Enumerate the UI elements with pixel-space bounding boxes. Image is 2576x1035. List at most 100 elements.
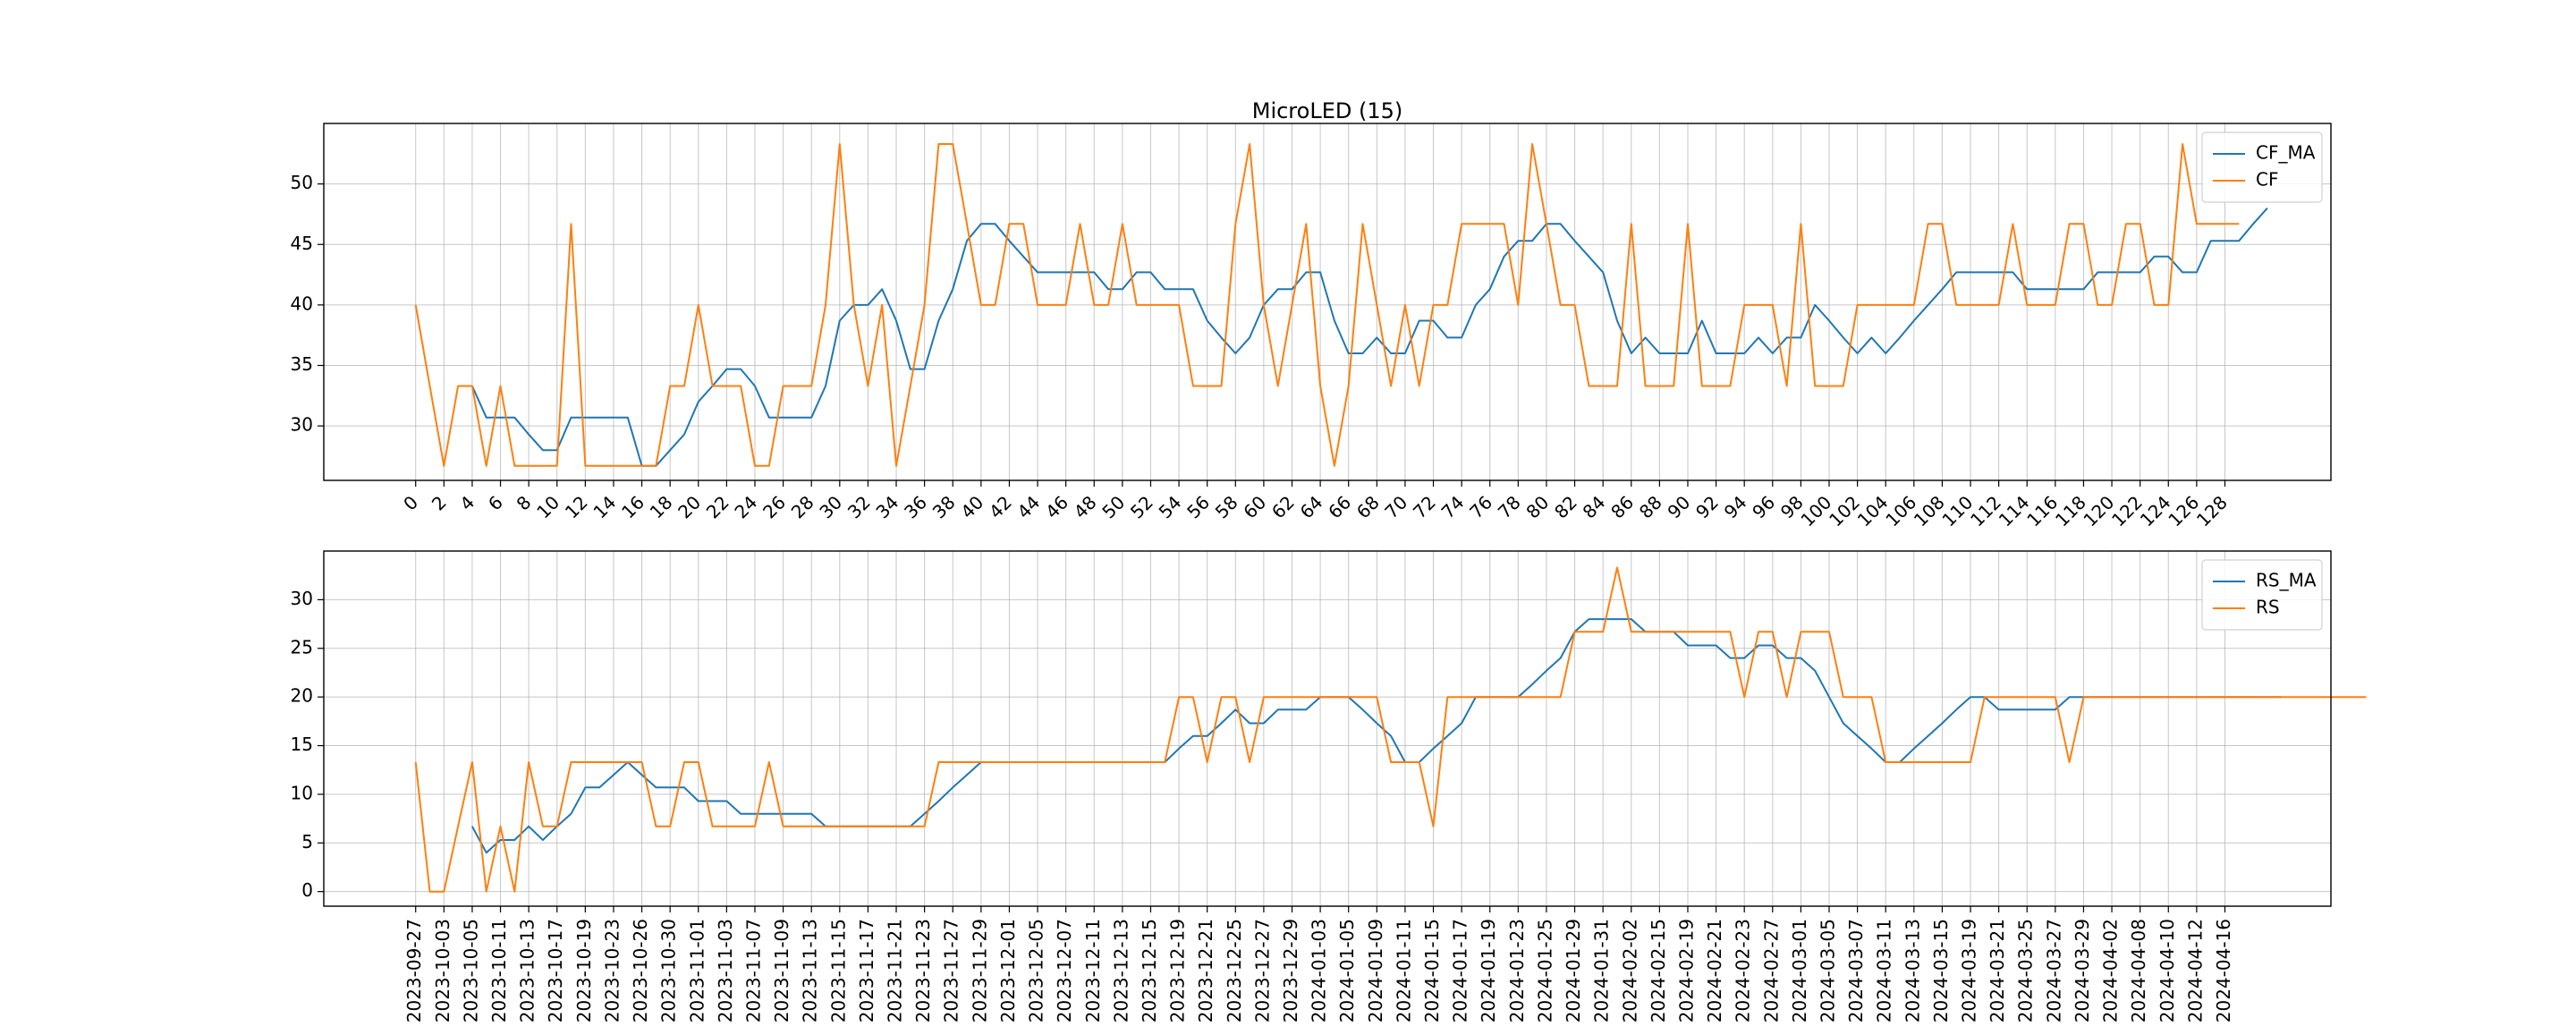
rs-x-tick-label: 2024-04-10 xyxy=(2157,919,2178,1022)
rs-x-tick-label: 2024-01-15 xyxy=(1421,919,1443,1022)
rs-x-tick-label: 2023-11-17 xyxy=(856,919,877,1022)
rs-x-tick-label: 2023-10-05 xyxy=(460,919,481,1022)
rs-x-tick-label: 2023-11-21 xyxy=(885,919,906,1022)
rs-y-tick-label: 20 xyxy=(291,685,313,707)
rs-x-tick-label: 2024-01-03 xyxy=(1309,919,1330,1022)
series-line-rs-ma xyxy=(471,618,2282,854)
plot-cf: 0 2 4 6 810121416182022242628303234363840424… xyxy=(291,123,2332,530)
cf-y-tick-label: 35 xyxy=(291,353,313,375)
cf-x-tick-label: 64 xyxy=(1296,491,1327,522)
cf-x-tick-label: 80 xyxy=(1521,491,1553,522)
rs-x-tick-label: 2023-12-15 xyxy=(1139,919,1160,1022)
cf-y-tick-label: 50 xyxy=(291,172,313,193)
cf-x-tick-label: 28 xyxy=(787,491,818,522)
rs-x-tick-label: 2023-12-27 xyxy=(1251,919,1273,1022)
rs-x-tick-label: 2023-10-17 xyxy=(545,919,566,1022)
rs-x-tick-label: 2024-03-25 xyxy=(2015,919,2037,1022)
rs-x-tick-label: 2023-10-03 xyxy=(432,919,453,1022)
rs-x-tick-label: 2023-12-11 xyxy=(1082,919,1104,1022)
rs-x-tick-label: 2023-11-13 xyxy=(800,919,821,1022)
rs-x-tick-label: 2023-11-07 xyxy=(742,919,764,1022)
legend-label-cf-ma: CF_MA xyxy=(2256,142,2316,164)
cf-x-tick-label: 16 xyxy=(617,491,648,522)
rs-x-tick-label: 2024-02-15 xyxy=(1648,919,1669,1022)
rs-x-tick-label: 2023-11-23 xyxy=(912,919,934,1022)
rs-x-tick-label: 2024-01-09 xyxy=(1365,919,1386,1022)
cf-axes-frame xyxy=(323,123,2332,481)
cf-x-tick-label: 60 xyxy=(1239,491,1270,522)
rs-x-tick-label: 2023-10-23 xyxy=(601,919,623,1022)
cf-x-tick-label: 10 xyxy=(532,491,564,522)
legend-label-rs: RS xyxy=(2256,597,2280,618)
cf-x-tick-label: 44 xyxy=(1013,491,1044,522)
rs-x-tick-label: 2023-12-13 xyxy=(1110,919,1131,1022)
rs-x-tick-label: 2023-10-19 xyxy=(573,919,595,1022)
rs-x-tick-label: 2023-11-09 xyxy=(771,919,792,1022)
rs-x-tick-label: 2023-11-03 xyxy=(715,919,736,1022)
rs-x-tick-label: 2024-02-27 xyxy=(1760,919,1782,1022)
rs-x-tick-label: 2024-03-19 xyxy=(1959,919,1980,1022)
cf-legend xyxy=(2201,131,2323,203)
rs-x-tick-label: 2024-03-05 xyxy=(1818,919,1839,1022)
cf-x-tick-label: 56 xyxy=(1182,491,1214,522)
cf-x-tick-label: 74 xyxy=(1437,491,1469,522)
rs-x-tick-label: 2023-11-15 xyxy=(827,919,849,1022)
cf-x-tick-label: 128 xyxy=(2192,491,2232,530)
cf-y-tick-label: 30 xyxy=(291,414,313,436)
cf-x-tick-label: 36 xyxy=(900,491,931,522)
rs-y-tick-label: 25 xyxy=(291,636,313,657)
cf-x-tick-label: 68 xyxy=(1352,491,1384,522)
cf-x-tick-label: 88 xyxy=(1635,491,1666,522)
rs-x-tick-label: 2023-12-29 xyxy=(1280,919,1301,1022)
rs-y-tick-label: 30 xyxy=(291,588,313,609)
cf-x-tick-label: 42 xyxy=(985,491,1016,522)
cf-y-tick-label: 45 xyxy=(291,233,313,254)
cf-x-tick-label: 94 xyxy=(1720,491,1751,522)
rs-x-tick-label: 2023-12-21 xyxy=(1195,919,1216,1022)
rs-y-tick-label: 0 xyxy=(301,879,313,901)
plot-rs: 2023-09-27 2023-10-03 2023-10-05 2023-10-11… xyxy=(291,550,2367,1022)
rs-x-tick-label: 2023-10-13 xyxy=(517,919,538,1022)
cf-x-tick-label: 32 xyxy=(843,491,875,522)
rs-y-tick-label: 5 xyxy=(301,831,313,853)
cf-x-tick-label: 62 xyxy=(1267,491,1299,522)
rs-x-tick-label: 2024-04-08 xyxy=(2128,919,2149,1022)
rs-x-tick-label: 2024-03-11 xyxy=(1874,919,1895,1022)
rs-y-tick-label: 10 xyxy=(291,782,313,803)
rs-x-tick-label: 2024-03-21 xyxy=(1987,919,2008,1022)
rs-x-tick-label: 2023-12-07 xyxy=(1054,919,1075,1022)
cf-x-tick-label: 30 xyxy=(815,491,846,522)
cf-x-tick-label: 40 xyxy=(956,491,987,522)
series-line-cf-ma xyxy=(470,208,2268,467)
cf-x-tick-label: 54 xyxy=(1155,491,1186,522)
cf-x-tick-label: 78 xyxy=(1494,491,1525,522)
cf-x-tick-label: 70 xyxy=(1380,491,1411,522)
rs-x-tick-label: 2023-11-27 xyxy=(941,919,962,1022)
legend-label-rs-ma: RS_MA xyxy=(2256,570,2317,591)
rs-x-tick-label: 2024-03-27 xyxy=(2043,919,2064,1022)
rs-x-tick-label: 2024-03-07 xyxy=(1845,919,1867,1022)
cf-x-tick-label: 24 xyxy=(730,491,761,522)
cf-x-tick-label: 18 xyxy=(646,491,677,522)
rs-x-tick-label: 2024-03-13 xyxy=(1902,919,1923,1022)
cf-x-tick-label: 58 xyxy=(1211,491,1242,522)
rs-x-tick-label: 2023-12-05 xyxy=(1026,919,1047,1022)
rs-x-tick-label: 2024-01-25 xyxy=(1534,919,1555,1022)
rs-x-tick-label: 2024-03-29 xyxy=(2072,919,2093,1022)
rs-x-tick-label: 2023-12-01 xyxy=(997,919,1019,1022)
cf-x-tick-label: 48 xyxy=(1070,491,1101,522)
rs-x-tick-label: 2023-12-19 xyxy=(1167,919,1189,1022)
cf-x-tick-label: 96 xyxy=(1748,491,1779,522)
cf-x-tick-label: 72 xyxy=(1409,491,1440,522)
cf-x-tick-label: 90 xyxy=(1663,491,1694,522)
rs-x-tick-label: 2023-11-29 xyxy=(969,919,990,1022)
cf-x-tick-label: 38 xyxy=(928,491,960,522)
rs-x-tick-label: 2024-03-01 xyxy=(1789,919,1810,1022)
cf-x-tick-label: 86 xyxy=(1606,491,1638,522)
cf-x-tick-label: 20 xyxy=(674,491,705,522)
rs-x-tick-label: 2024-04-02 xyxy=(2100,919,2122,1022)
rs-x-tick-label: 2024-01-23 xyxy=(1506,919,1528,1022)
rs-axes-frame xyxy=(323,550,2332,907)
rs-x-tick-label: 2024-02-23 xyxy=(1733,919,1754,1022)
rs-x-tick-label: 2024-04-12 xyxy=(2184,919,2206,1022)
